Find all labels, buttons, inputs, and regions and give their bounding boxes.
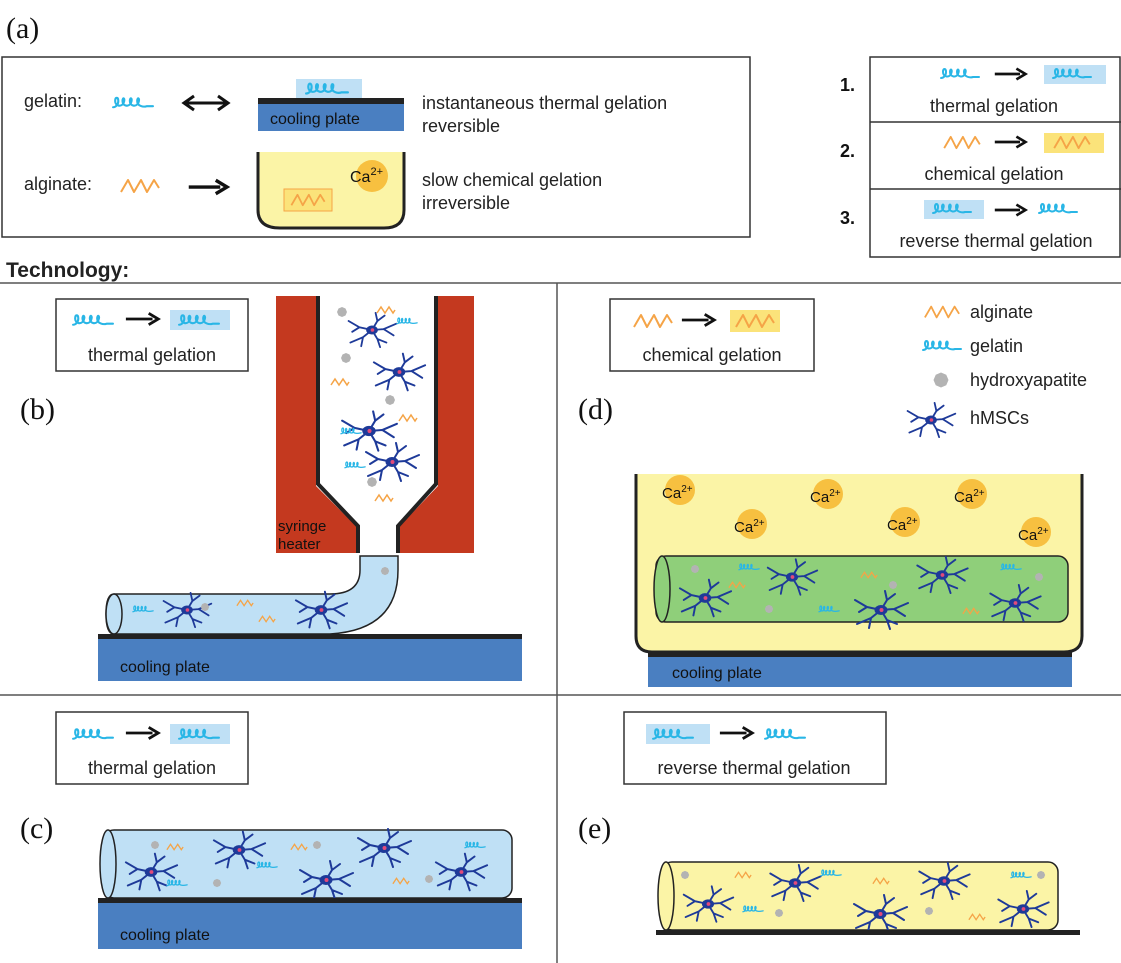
cooling-plate-block — [98, 639, 522, 681]
plate-surface — [98, 634, 522, 639]
gel-highlight — [1044, 65, 1106, 84]
calcium-ions: Ca2+ Ca2+ Ca2+ Ca2+ Ca2+ Ca2+ — [662, 475, 1051, 547]
cooling-plate-block — [258, 104, 404, 131]
alginate-strand — [330, 378, 350, 386]
cooling-plate-block — [648, 657, 1072, 687]
hydroxyapatite-particle — [367, 477, 377, 487]
step-number-2: 2. — [840, 141, 855, 161]
cooling-plate-label: cooling plate — [270, 111, 360, 128]
reverse-thermal-gelation-label: reverse thermal gelation — [657, 758, 850, 778]
hydroxyapatite-particle — [385, 395, 395, 405]
alginate-desc-line2: irreversible — [422, 193, 510, 213]
gelatin-strand — [396, 317, 418, 325]
panel-b: thermal gelation (b) syringe heater — [20, 296, 522, 681]
gelatin-row-label: gelatin: — [24, 91, 82, 111]
svg-text:Ca2+: Ca2+ — [734, 518, 765, 536]
step-1-label: thermal gelation — [930, 96, 1058, 116]
cooling-plate-label: cooling plate — [672, 665, 762, 682]
legend-gelatin-icon — [922, 340, 962, 351]
hydroxyapatite-particle — [341, 353, 351, 363]
panel-e: reverse thermal gelation (e) — [578, 711, 1080, 935]
extruded-gel-strand — [105, 555, 399, 635]
syringe-wall-left — [316, 296, 360, 553]
step-number-3: 3. — [840, 208, 855, 228]
syringe-heater-left — [276, 296, 360, 553]
gel-highlight — [924, 200, 984, 219]
alginate-strand — [398, 414, 418, 422]
hmsc-cell — [365, 442, 420, 482]
syringe-wall-right — [396, 296, 438, 553]
materials-overview-box: gelatin: cooling plate instantaneous the… — [1, 56, 751, 238]
hmsc-cell — [347, 312, 398, 348]
legend-alginate-icon — [924, 305, 960, 319]
hydroxyapatite-particle — [337, 307, 347, 317]
plate-surface — [656, 930, 1080, 935]
alginate-strand — [374, 494, 394, 502]
gel-strand — [103, 829, 513, 899]
legend-alginate-label: alginate — [970, 302, 1033, 322]
gelled-gelatin-icon — [296, 79, 362, 98]
step-number-1: 1. — [840, 75, 855, 95]
svg-text:Ca2+: Ca2+ — [954, 488, 985, 506]
legend-hydroxyapatite-label: hydroxyapatite — [970, 370, 1087, 390]
panel-d: chemical gelation (d) alginate gelatin h… — [578, 298, 1087, 687]
syringe-heater-right — [396, 296, 474, 553]
technology-heading: Technology: — [6, 259, 129, 282]
svg-text:Ca2+: Ca2+ — [662, 484, 693, 502]
cooling-plate-label: cooling plate — [120, 659, 210, 676]
calcium-bath-icon — [256, 152, 406, 230]
gelatin-desc-line1: instantaneous thermal gelation — [422, 93, 667, 113]
thermal-gelation-label: thermal gelation — [88, 345, 216, 365]
thermal-gelation-label: thermal gelation — [88, 758, 216, 778]
alginate-gel-highlight — [1044, 133, 1104, 153]
gelatin-desc-line2: reversible — [422, 116, 500, 136]
technology-grid — [0, 282, 1121, 963]
syringe-label: syringe — [278, 518, 326, 535]
legend-gelatin-label: gelatin — [970, 336, 1023, 356]
legend-hydroxyapatite-icon — [933, 372, 949, 388]
chemical-gelation-label: chemical gelation — [642, 345, 781, 365]
calcium-ion-text: Ca2+ — [350, 166, 383, 186]
gelatin-strand — [344, 461, 366, 469]
alginate-desc-line1: slow chemical gelation — [422, 170, 602, 190]
cooling-plate-label: cooling plate — [120, 927, 210, 944]
panel-c: thermal gelation (c) cooling plate — [20, 711, 522, 949]
step-3-label: reverse thermal gelation — [899, 231, 1092, 251]
svg-text:Ca2+: Ca2+ — [887, 516, 918, 534]
alginate-strand-final — [661, 861, 1059, 931]
panel-label-e: (e) — [578, 812, 611, 845]
legend: alginate gelatin hydroxyapatite hMSCs — [906, 302, 1087, 438]
svg-text:Ca2+: Ca2+ — [810, 488, 841, 506]
cooling-plate-block — [98, 903, 522, 949]
plate-surface — [648, 652, 1072, 657]
plate-surface — [98, 898, 522, 903]
process-steps-box: 1. 2. 3. thermal gelation chemical gelat… — [840, 56, 1121, 258]
panel-label-c: (c) — [20, 812, 53, 845]
double-arrow-icon — [181, 94, 231, 112]
panel-label-a: (a) — [6, 12, 39, 45]
svg-text:Ca2+: Ca2+ — [1018, 526, 1049, 544]
alginate-row-label: alginate: — [24, 174, 92, 194]
alginate-strand — [376, 306, 396, 314]
legend-hmsc-label: hMSCs — [970, 408, 1029, 428]
hmsc-cell — [372, 352, 427, 392]
panel-label-b: (b) — [20, 393, 55, 426]
step-2-label: chemical gelation — [924, 164, 1063, 184]
heater-label: heater — [278, 536, 321, 553]
legend-hmsc-icon — [906, 402, 957, 438]
plate-surface — [258, 98, 404, 104]
panel-label-d: (d) — [578, 393, 613, 426]
